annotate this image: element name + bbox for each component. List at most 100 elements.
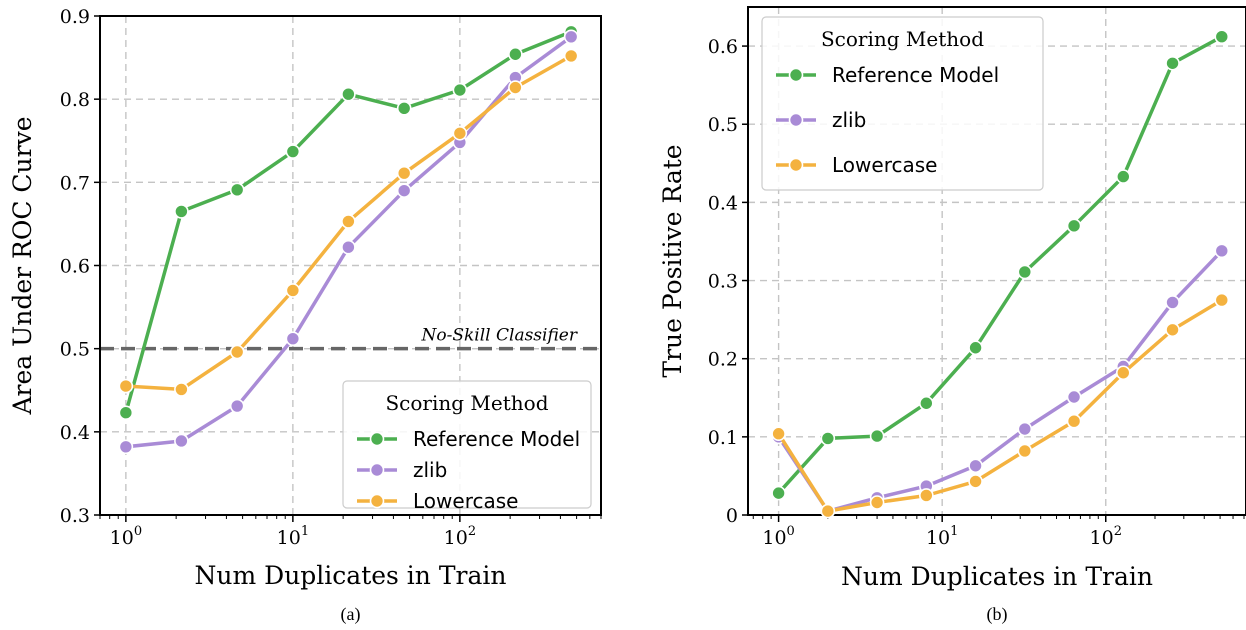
data-point bbox=[285, 144, 301, 159]
legend-entry-reference-model: Reference Model bbox=[413, 427, 580, 451]
data-point bbox=[285, 331, 301, 346]
y-tick-label: 0.8 bbox=[60, 89, 90, 111]
legend-title: Scoring Method bbox=[385, 391, 548, 415]
x-tick-label: 102 bbox=[1090, 524, 1122, 549]
legend-swatch-marker bbox=[369, 493, 385, 509]
y-tick-label: 0.1 bbox=[708, 427, 738, 449]
y-axis-label: Area Under ROC Curve bbox=[8, 116, 37, 415]
data-point bbox=[174, 433, 189, 449]
series-line-lowercase bbox=[777, 298, 1223, 513]
legend-entry-lowercase: Lowercase bbox=[413, 489, 518, 513]
no-skill-label: No-Skill Classifier bbox=[420, 326, 577, 346]
y-tick-label: 0.5 bbox=[708, 114, 738, 136]
series-line-reference-model bbox=[777, 35, 1223, 495]
data-point bbox=[1066, 218, 1082, 234]
chart-panel-a: No-Skill Classifier 0.3 0.4 0.5 0.6 0.7 0.8 0.9… bbox=[8, 6, 602, 625]
legend-entry-lowercase: Lowercase bbox=[832, 153, 937, 177]
data-point bbox=[869, 495, 885, 510]
legend-entry-reference-model: Reference Model bbox=[832, 63, 999, 87]
legend-swatch-marker bbox=[788, 112, 804, 128]
series-reference-model bbox=[118, 24, 579, 421]
data-point bbox=[118, 405, 134, 421]
data-point bbox=[174, 204, 189, 219]
data-point bbox=[1115, 365, 1131, 381]
data-point bbox=[118, 439, 134, 455]
data-point bbox=[396, 165, 412, 181]
data-point bbox=[508, 46, 523, 62]
data-point bbox=[396, 101, 412, 116]
data-point bbox=[820, 503, 836, 519]
data-point bbox=[1214, 292, 1230, 308]
plot-frame bbox=[747, 6, 1246, 516]
y-tick-label: 0.2 bbox=[708, 349, 738, 371]
legend-box bbox=[342, 380, 592, 509]
series-zlib bbox=[771, 243, 1230, 519]
x-tick-label: 102 bbox=[444, 524, 476, 549]
y-tick-label: 0.5 bbox=[60, 339, 90, 361]
legend-swatch-marker bbox=[788, 157, 804, 173]
y-tick-label: 0.9 bbox=[60, 6, 90, 28]
legend: Scoring Method Reference Model zlib Lowerca… bbox=[342, 380, 592, 513]
y-axis-label: True Positive Rate bbox=[658, 144, 687, 377]
data-point bbox=[1017, 443, 1033, 459]
data-point bbox=[1165, 295, 1180, 310]
data-point bbox=[968, 474, 983, 489]
x-tick-label: 101 bbox=[926, 524, 958, 549]
data-point bbox=[1214, 29, 1230, 44]
y-tick-label: 0.7 bbox=[60, 172, 90, 194]
data-point bbox=[341, 214, 356, 229]
legend-swatch-marker bbox=[369, 431, 385, 447]
data-point bbox=[229, 398, 245, 414]
data-point bbox=[1214, 243, 1230, 259]
data-point bbox=[771, 485, 786, 501]
data-point bbox=[508, 80, 523, 95]
legend-entry-zlib: zlib bbox=[413, 458, 447, 482]
legend-title: Scoring Method bbox=[821, 27, 984, 51]
y-tick-label: 0.4 bbox=[708, 192, 738, 214]
legend: Scoring Method Reference Model zlib Lowerca… bbox=[761, 16, 1044, 191]
series-lowercase bbox=[118, 48, 579, 397]
data-point bbox=[1017, 421, 1033, 437]
series-lowercase bbox=[771, 292, 1230, 519]
data-point bbox=[285, 283, 301, 298]
data-point bbox=[1066, 413, 1082, 429]
series-line-zlib bbox=[777, 249, 1224, 513]
x-axis-label: Num Duplicates in Train bbox=[195, 561, 507, 590]
data-point bbox=[1165, 322, 1180, 338]
chart-panel-b: 0 0.1 0.2 0.3 0.4 0.5 0.6 100 101 102 Num Duplicat… bbox=[658, 6, 1246, 625]
y-tick-label: 0 bbox=[726, 505, 738, 527]
panel-caption: (b) bbox=[987, 604, 1008, 625]
y-tick-label: 0.3 bbox=[60, 505, 90, 527]
x-tick-label: 101 bbox=[277, 524, 309, 549]
data-point bbox=[771, 426, 786, 442]
data-point bbox=[1066, 389, 1082, 405]
data-point bbox=[118, 378, 134, 394]
data-point bbox=[452, 82, 468, 98]
legend-box bbox=[761, 16, 1044, 191]
x-tick-label: 100 bbox=[762, 524, 794, 549]
data-point bbox=[229, 182, 245, 198]
data-point bbox=[1115, 169, 1131, 184]
x-tick-label: 100 bbox=[110, 524, 142, 549]
data-point bbox=[1017, 264, 1033, 280]
legend-swatch-marker bbox=[369, 462, 385, 478]
data-point bbox=[968, 340, 983, 356]
y-tick-label: 0.6 bbox=[708, 36, 738, 58]
data-point bbox=[919, 395, 934, 411]
data-point bbox=[341, 239, 356, 255]
x-axis-label: Num Duplicates in Train bbox=[841, 562, 1153, 591]
data-point bbox=[229, 344, 245, 360]
data-point bbox=[820, 431, 836, 446]
data-point bbox=[919, 488, 934, 503]
y-tick-label: 0.6 bbox=[60, 256, 90, 278]
data-point bbox=[563, 29, 579, 45]
data-point bbox=[341, 86, 356, 102]
legend-swatch-marker bbox=[788, 67, 804, 83]
panel-caption: (a) bbox=[341, 604, 361, 625]
legend-entry-zlib: zlib bbox=[832, 108, 866, 132]
data-point bbox=[869, 428, 885, 444]
data-point bbox=[563, 48, 579, 64]
data-point bbox=[452, 125, 468, 141]
data-point bbox=[396, 183, 412, 198]
